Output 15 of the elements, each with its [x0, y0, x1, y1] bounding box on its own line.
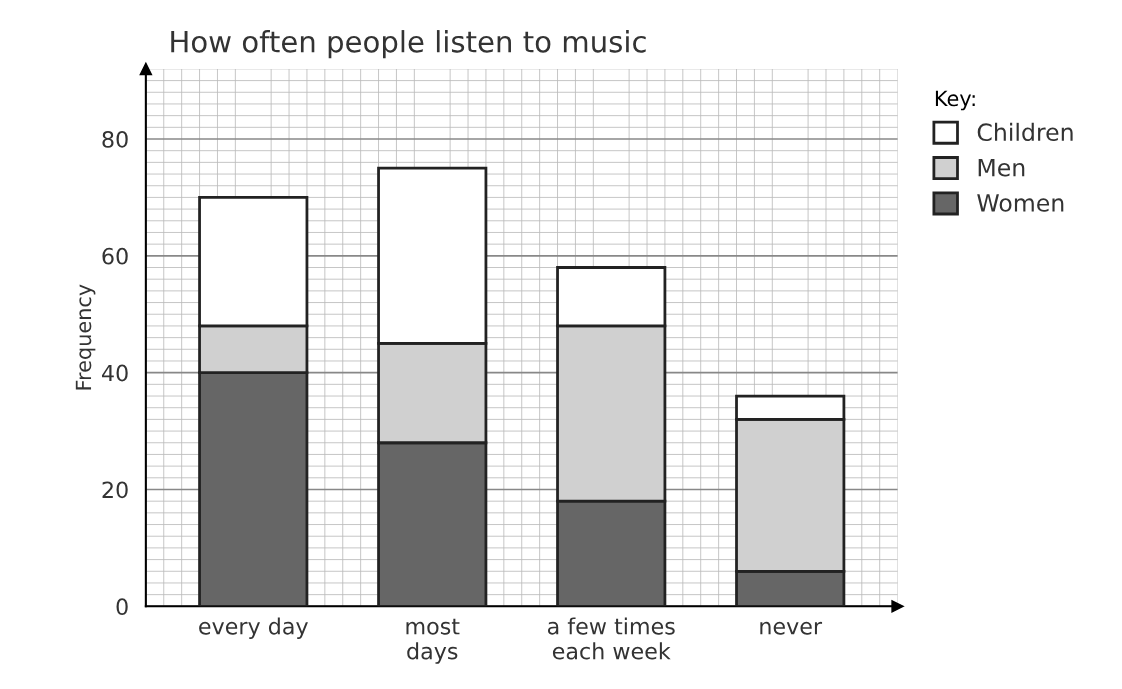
x-tick-label: never [760, 621, 823, 635]
chart-title: How often people listen to music [171, 30, 646, 59]
legend-title: Key: [935, 90, 975, 111]
y-tick-label: 40 [102, 364, 128, 382]
y-tick-label: 0 [116, 598, 128, 616]
legend-label: Men [978, 158, 1025, 177]
y-tick-label: 80 [102, 130, 128, 148]
y-axis-title: Frequency [75, 284, 96, 390]
x-tick-label: a few times each week [547, 617, 675, 660]
legend-label: Children [977, 122, 1073, 142]
y-tick-label: 20 [102, 481, 128, 499]
legend-label: Women [977, 194, 1064, 212]
y-tick-label: 60 [102, 247, 128, 265]
x-tick-label: every day [199, 617, 308, 639]
x-tick-label: most days [406, 618, 460, 664]
